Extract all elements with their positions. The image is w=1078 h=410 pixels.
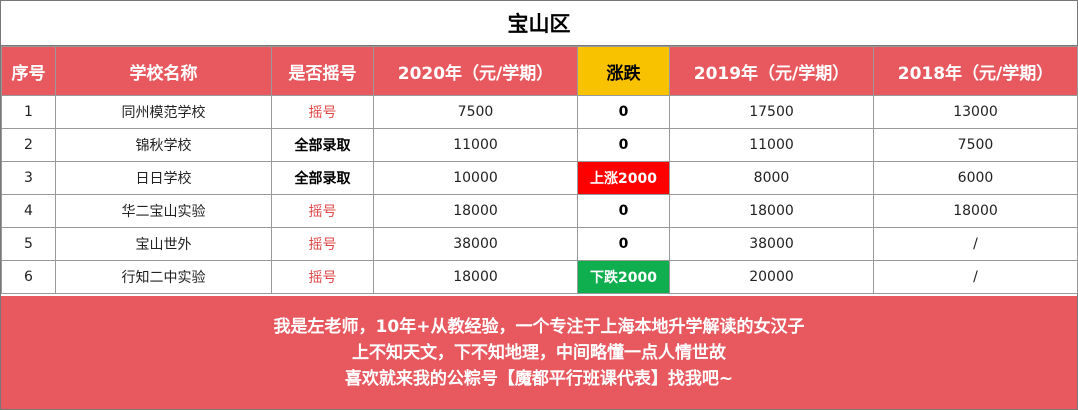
cell-change: 0 (577, 128, 670, 162)
cell-2019: 11000 (669, 128, 874, 162)
district-title: 宝山区 (1, 1, 1077, 46)
cell-2020: 11000 (373, 128, 578, 162)
table-row: 5 宝山世外 摇号 38000 0 38000 / (1, 227, 1078, 261)
cell-school: 宝山世外 (55, 227, 272, 261)
cell-lottery: 全部录取 (271, 128, 374, 162)
cell-lottery: 摇号 (271, 194, 374, 228)
cell-index: 5 (1, 227, 56, 261)
cell-school: 锦秋学校 (55, 128, 272, 162)
cell-change: 0 (577, 227, 670, 261)
cell-2019: 17500 (669, 95, 874, 129)
cell-school: 日日学校 (55, 161, 272, 195)
header-2019: 2019年（元/学期） (669, 46, 874, 96)
table-row: 6 行知二中实验 摇号 18000 下跌2000 20000 / (1, 260, 1078, 294)
header-2018: 2018年（元/学期） (873, 46, 1078, 96)
table-row: 2 锦秋学校 全部录取 11000 0 11000 7500 (1, 128, 1078, 162)
cell-index: 6 (1, 260, 56, 294)
header-index: 序号 (1, 46, 56, 96)
cell-lottery: 摇号 (271, 260, 374, 294)
cell-2020: 18000 (373, 194, 578, 228)
cell-2018: 6000 (873, 161, 1078, 195)
header-school: 学校名称 (55, 46, 272, 96)
cell-2020: 7500 (373, 95, 578, 129)
cell-2019: 38000 (669, 227, 874, 261)
footer-line-2: 上不知天文，下不知地理，中间略懂一点人情世故 (352, 342, 726, 363)
cell-2018: 18000 (873, 194, 1078, 228)
cell-2020: 10000 (373, 161, 578, 195)
header-lottery: 是否摇号 (271, 46, 374, 96)
cell-lottery: 全部录取 (271, 161, 374, 195)
cell-change-up: 上涨2000 (577, 161, 670, 195)
table-row: 4 华二宝山实验 摇号 18000 0 18000 18000 (1, 194, 1078, 228)
table-row: 3 日日学校 全部录取 10000 上涨2000 8000 6000 (1, 161, 1078, 195)
footer-banner: 我是左老师，10年+从教经验，一个专注于上海本地升学解读的女汉子 上不知天文，下… (1, 296, 1077, 409)
cell-2019: 20000 (669, 260, 874, 294)
cell-2020: 38000 (373, 227, 578, 261)
footer-line-3: 喜欢就来我的公粽号【魔都平行班课代表】找我吧~ (344, 368, 734, 389)
cell-index: 2 (1, 128, 56, 162)
header-change: 涨跌 (577, 46, 670, 96)
table-row: 1 同州模范学校 摇号 7500 0 17500 13000 (1, 95, 1078, 129)
cell-change: 0 (577, 95, 670, 129)
cell-change-down: 下跌2000 (577, 260, 670, 294)
cell-index: 3 (1, 161, 56, 195)
cell-2018: / (873, 227, 1078, 261)
cell-2020: 18000 (373, 260, 578, 294)
header-2020: 2020年（元/学期） (373, 46, 578, 96)
cell-index: 1 (1, 95, 56, 129)
cell-index: 4 (1, 194, 56, 228)
cell-school: 同州模范学校 (55, 95, 272, 129)
cell-lottery: 摇号 (271, 227, 374, 261)
cell-2019: 18000 (669, 194, 874, 228)
cell-change: 0 (577, 194, 670, 228)
cell-school: 华二宝山实验 (55, 194, 272, 228)
footer-line-1: 我是左老师，10年+从教经验，一个专注于上海本地升学解读的女汉子 (273, 316, 805, 337)
cell-lottery: 摇号 (271, 95, 374, 129)
cell-school: 行知二中实验 (55, 260, 272, 294)
tuition-table: 序号 学校名称 是否摇号 2020年（元/学期） 涨跌 2019年（元/学期） … (1, 46, 1078, 294)
cell-2018: 13000 (873, 95, 1078, 129)
cell-2018: / (873, 260, 1078, 294)
cell-2018: 7500 (873, 128, 1078, 162)
cell-2019: 8000 (669, 161, 874, 195)
table-header-row: 序号 学校名称 是否摇号 2020年（元/学期） 涨跌 2019年（元/学期） … (1, 46, 1078, 96)
